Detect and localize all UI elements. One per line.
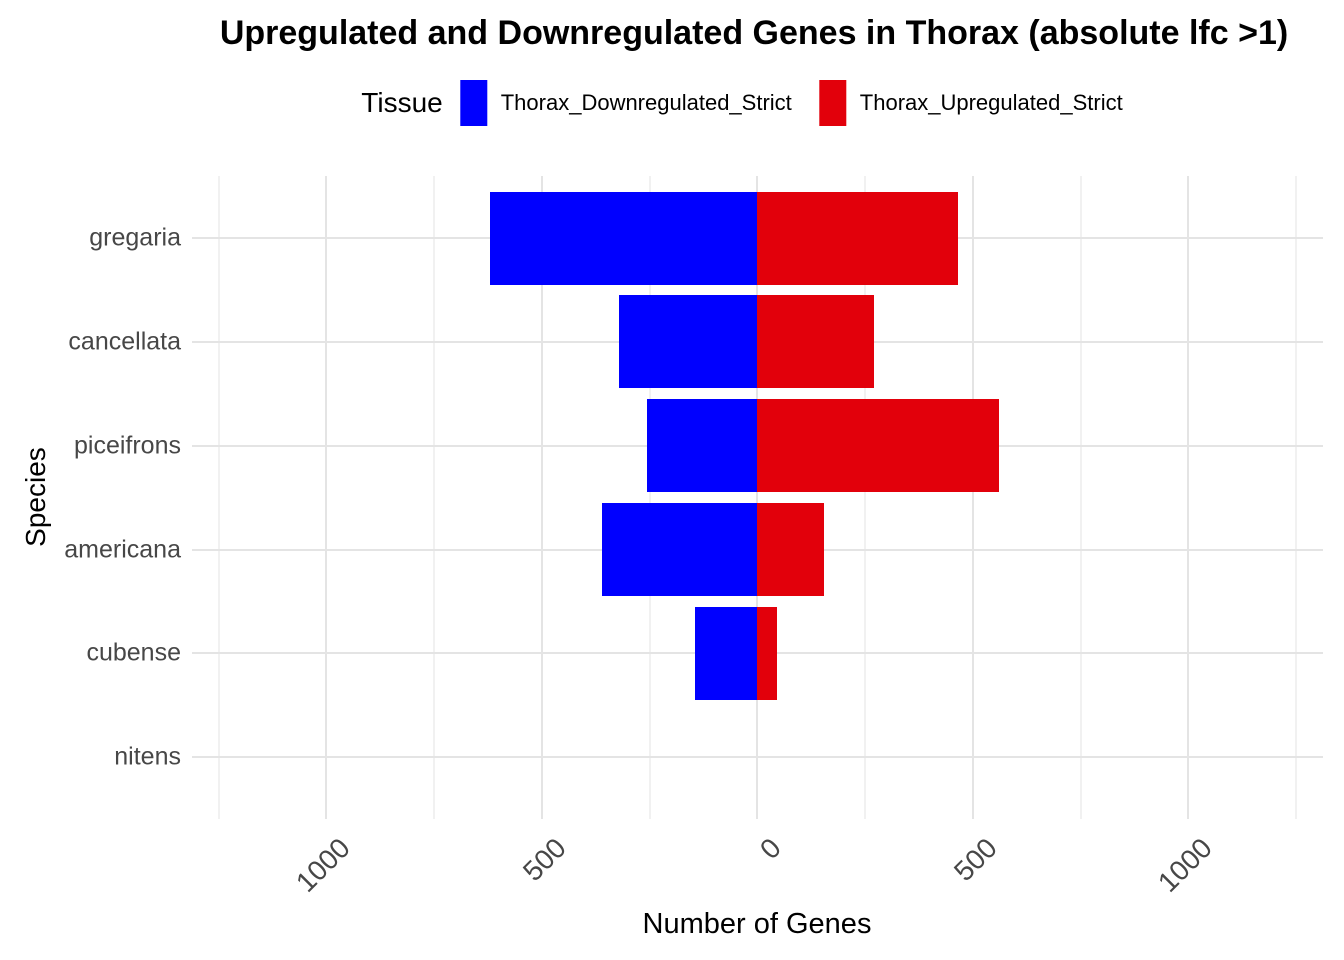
- legend-title: Tissue: [361, 87, 443, 118]
- bar-thorax_downregulated_strict-americana: [602, 503, 758, 597]
- minor-gridline: [1079, 176, 1082, 819]
- legend-item-upregulated: Thorax_Upregulated_Strict: [819, 80, 1123, 126]
- x-tick-label-0-2: 0: [754, 832, 788, 865]
- major-gridline: [971, 176, 974, 819]
- minor-gridline: [217, 176, 220, 819]
- minor-gridline: [1295, 176, 1298, 819]
- bar-thorax_upregulated_strict-americana: [757, 503, 825, 597]
- bar-thorax_downregulated_strict-cubense: [694, 606, 758, 700]
- x-tick-label-1000-4: 1000: [1152, 832, 1219, 898]
- major-gridline: [756, 176, 759, 819]
- plot-panel: [192, 176, 1323, 819]
- x-tick-label-500-1: 500: [516, 832, 572, 887]
- chart-title: Upregulated and Downregulated Genes in T…: [219, 14, 1289, 52]
- y-axis-tick-labels: gregaria cancellata piceifrons americana cub…: [0, 176, 181, 819]
- bar-thorax_upregulated_strict-piceifrons: [757, 399, 999, 493]
- y-tick-label-nitens: nitens: [114, 742, 181, 771]
- row-gridline: [192, 756, 1323, 759]
- x-tick-label-1000-0: 1000: [290, 832, 357, 898]
- bar-thorax_downregulated_strict-gregaria: [490, 191, 758, 285]
- y-tick-label-gregaria: gregaria: [89, 223, 181, 252]
- bar-thorax_downregulated_strict-piceifrons: [647, 399, 758, 493]
- legend-item-downregulated: Thorax_Downregulated_Strict: [460, 80, 792, 126]
- major-gridline: [325, 176, 328, 819]
- bar-thorax_upregulated_strict-cubense: [757, 606, 777, 700]
- bar-thorax_downregulated_strict-cancellata: [619, 295, 758, 389]
- bar-thorax_upregulated_strict-gregaria: [757, 191, 958, 285]
- major-gridline: [540, 176, 543, 819]
- minor-gridline: [433, 176, 436, 819]
- y-tick-label-americana: americana: [64, 535, 181, 564]
- legend-key-downregulated-swatch: [460, 80, 488, 126]
- y-axis-title: Species: [20, 447, 51, 547]
- major-gridline: [1187, 176, 1190, 819]
- y-tick-label-cubense: cubense: [86, 638, 181, 667]
- legend-label-upregulated: Thorax_Upregulated_Strict: [859, 90, 1123, 115]
- x-axis-title: Number of Genes: [642, 908, 872, 940]
- legend-label-downregulated: Thorax_Downregulated_Strict: [500, 90, 792, 115]
- y-tick-label-cancellata: cancellata: [68, 327, 181, 356]
- minor-gridline: [864, 176, 867, 819]
- x-tick-label-500-3: 500: [947, 832, 1003, 887]
- legend-key-upregulated-swatch: [819, 80, 847, 126]
- minor-gridline: [648, 176, 651, 819]
- legend: Tissue Thorax_Downregulated_Strict Thora…: [361, 80, 1150, 126]
- bar-thorax_upregulated_strict-cancellata: [757, 295, 874, 389]
- y-tick-label-piceifrons: piceifrons: [74, 431, 181, 460]
